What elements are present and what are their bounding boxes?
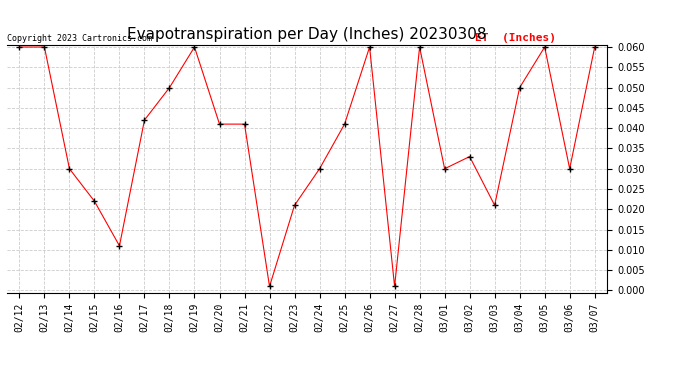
Title: Evapotranspiration per Day (Inches) 20230308: Evapotranspiration per Day (Inches) 2023… (127, 27, 487, 42)
Text: Copyright 2023 Cartronics.com: Copyright 2023 Cartronics.com (7, 33, 152, 42)
Text: ET  (Inches): ET (Inches) (475, 33, 556, 42)
